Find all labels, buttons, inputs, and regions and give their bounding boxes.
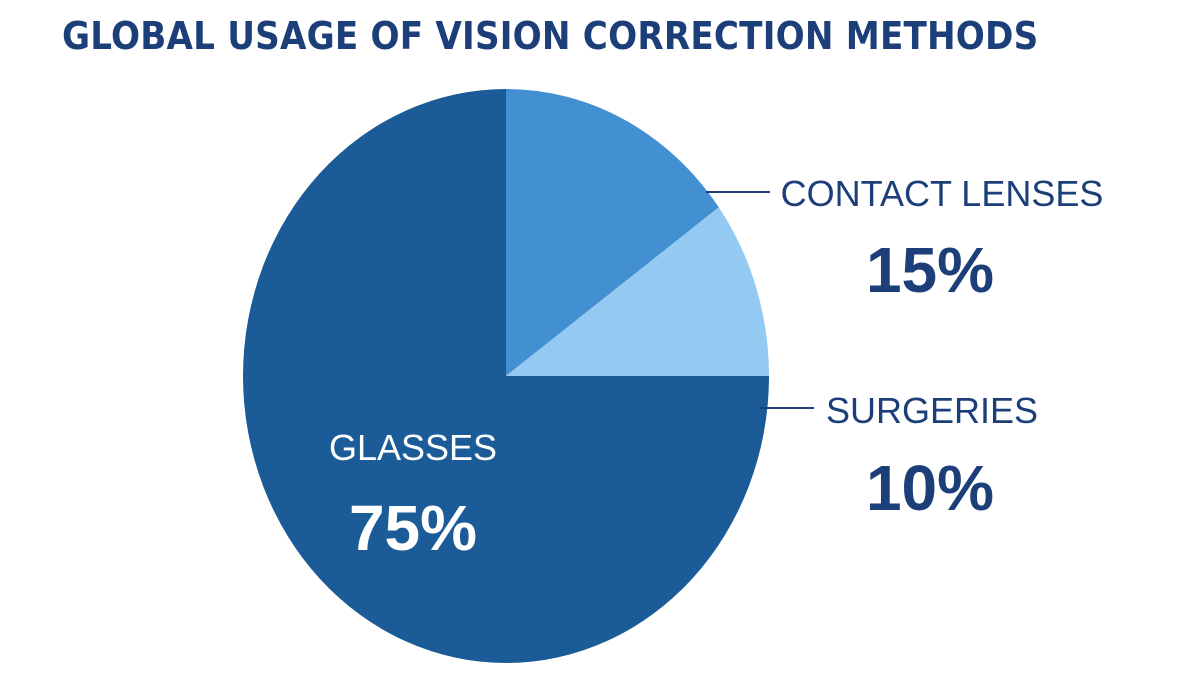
slice-value-contact-lenses: 15% [866,234,994,306]
slice-value-surgeries: 10% [866,452,994,524]
pie-slice-surgeries [506,207,769,376]
chart-title: GLOBAL USAGE OF VISION CORRECTION METHOD… [62,14,1039,58]
pie-slices [243,89,769,663]
pie-slice-contact-lenses [506,89,719,376]
slice-label-glasses: GLASSES [329,427,497,468]
pie-labels: GLASSES 75% CONTACT LENSES 15% SURGERIES 10% [329,173,1103,564]
slice-label-surgeries: SURGERIES [826,390,1038,431]
slice-label-contact-lenses: CONTACT LENSES [781,173,1104,214]
pie-slice-glasses [243,89,769,663]
slice-value-glasses: 75% [349,492,477,564]
